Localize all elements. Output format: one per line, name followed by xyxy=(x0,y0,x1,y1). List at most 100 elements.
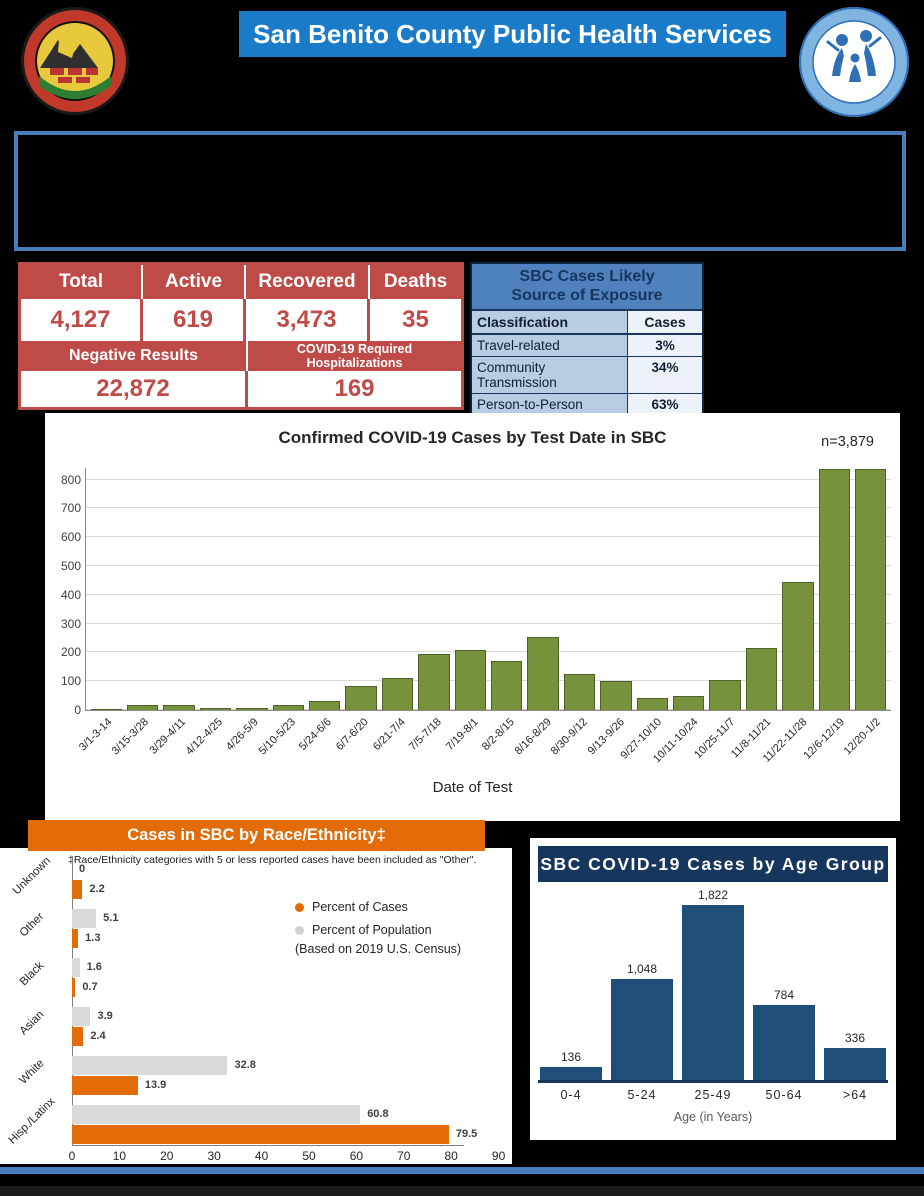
age-bar xyxy=(540,1066,602,1080)
race-x-tick-80: 80 xyxy=(444,1149,458,1163)
race-x-tick-30: 30 xyxy=(207,1149,221,1163)
test-date-chart: Confirmed COVID-19 Cases by Test Date in… xyxy=(45,413,900,821)
exposure-row-person: Person-to-Person 63% xyxy=(472,394,702,415)
age-category-labels: 0-4 5-24 25-49 50-64 >64 xyxy=(540,1088,886,1102)
summary-header-row-2: Negative Results COVID-19 Required Hospi… xyxy=(21,341,461,371)
race-x-tick-0: 0 xyxy=(68,1149,76,1163)
n-total-label: n=3,879 xyxy=(821,434,874,450)
x-axis-title: Date of Test xyxy=(432,779,513,796)
age-axis-title: Age (in Years) xyxy=(673,1110,753,1124)
test-date-chart-title: Confirmed COVID-19 Cases by Test Date in… xyxy=(278,428,667,447)
test-date-bar xyxy=(126,704,159,710)
ytick-100: 100 xyxy=(60,674,81,689)
cases-bar xyxy=(72,929,79,948)
total-value: 4,127 xyxy=(21,299,143,341)
phs-logo xyxy=(799,7,909,117)
race-x-tick-70: 70 xyxy=(397,1149,411,1163)
test-date-bar xyxy=(90,708,122,710)
travel-label: Travel-related xyxy=(472,335,628,356)
test-date-plot-area xyxy=(85,468,891,711)
race-x-tick-90: 90 xyxy=(491,1149,506,1163)
legend-cases-label: Percent of Cases xyxy=(312,900,408,914)
ytick-200: 200 xyxy=(60,645,81,660)
race-ethnicity-chart: Cases in SBC by Race/Ethnicity‡ ‡Race/Et… xyxy=(0,820,512,1164)
population-bar xyxy=(72,958,80,977)
test-date-bars xyxy=(86,468,891,710)
population-dot-icon xyxy=(295,925,304,935)
age-category-label: 25-49 xyxy=(694,1088,732,1102)
test-date-bar xyxy=(308,700,341,710)
summary-header-row: Total Active Recovered Deaths xyxy=(21,265,461,299)
test-date-bar xyxy=(163,704,195,710)
exposure-row-community: Community Transmission 34% xyxy=(472,357,702,394)
exposure-row-travel: Travel-related 3% xyxy=(472,335,702,357)
race-chart-title: Cases in SBC by Race/Ethnicity‡ xyxy=(28,820,485,851)
race-x-tick-50: 50 xyxy=(302,1149,316,1163)
cases-dot-icon xyxy=(295,902,304,912)
age-bar xyxy=(753,1004,815,1080)
gridline-500 xyxy=(86,564,891,566)
negative-results-header: Negative Results xyxy=(21,341,248,371)
gridline-200 xyxy=(86,651,891,653)
test-date-bar xyxy=(418,653,450,710)
cases-bar xyxy=(72,1076,138,1095)
test-date-bar xyxy=(527,636,559,710)
notice-box xyxy=(14,131,906,251)
classification-header: Classification xyxy=(472,311,628,333)
test-date-bar xyxy=(199,707,232,710)
age-category-label: 5-24 xyxy=(627,1088,657,1102)
ytick-300: 300 xyxy=(60,616,81,631)
summary-value-row-2: 22,872 169 xyxy=(21,371,461,407)
race-y-axis-line xyxy=(72,856,73,1146)
page-title: San Benito County Public Health Services xyxy=(239,11,786,57)
population-bar xyxy=(72,1007,91,1026)
population-bar xyxy=(72,909,97,928)
age-chart-title: SBC COVID-19 Cases by Age Group xyxy=(538,846,888,882)
age-bar xyxy=(611,979,673,1080)
deaths-value: 35 xyxy=(370,299,461,341)
test-date-bar xyxy=(709,680,741,710)
gridline-400 xyxy=(86,593,891,595)
person-value: 63% xyxy=(628,394,702,415)
cases-value: 1.3 xyxy=(85,932,101,944)
test-date-bar xyxy=(673,696,705,710)
test-date-bar xyxy=(381,677,414,710)
cases-value: 2.4 xyxy=(90,1030,106,1042)
race-chart-footnote: ‡Race/Ethnicity categories with 5 or les… xyxy=(68,854,477,866)
age-bar-value: 136 xyxy=(560,1049,582,1064)
gridline-800 xyxy=(86,478,891,480)
age-category-label: >64 xyxy=(842,1088,868,1102)
gridline-700 xyxy=(86,507,891,509)
age-bar-value: 784 xyxy=(773,987,795,1002)
exposure-title-line1: SBC Cases Likely xyxy=(519,268,655,285)
cases-value: 79.5 xyxy=(455,1128,478,1140)
age-category-label: 50-64 xyxy=(765,1088,803,1102)
x-axis-labels: 3/1-3-14 3/15-3/28 3/29-4/11 4/12-4/25 4/26-… xyxy=(77,712,890,774)
exposure-header-row: Classification Cases xyxy=(472,311,702,335)
race-x-tick-20: 20 xyxy=(160,1149,174,1163)
age-group-chart: SBC COVID-19 Cases by Age Group 136 1,048… xyxy=(530,838,896,1140)
age-bar xyxy=(682,905,744,1080)
cases-bar xyxy=(72,978,76,997)
cases-bar xyxy=(72,880,83,899)
population-value: 0 xyxy=(79,863,86,875)
test-date-bar xyxy=(563,674,596,710)
population-bar xyxy=(72,1105,361,1124)
age-bar-value: 1,048 xyxy=(626,962,658,977)
summary-value-row: 4,127 619 3,473 35 xyxy=(21,299,461,341)
race-x-tick-10: 10 xyxy=(112,1149,127,1163)
case-summary-table: Total Active Recovered Deaths 4,127 619 … xyxy=(18,262,464,410)
race-x-axis-line xyxy=(72,1145,464,1146)
test-date-bar xyxy=(345,685,377,710)
legend-population-label: Percent of Population xyxy=(312,923,432,937)
ytick-800: 800 xyxy=(60,472,81,487)
age-category-label: 0-4 xyxy=(560,1088,582,1102)
race-x-tick-60: 60 xyxy=(349,1149,364,1163)
ytick-500: 500 xyxy=(60,558,81,573)
cases-value: 0.7 xyxy=(82,981,98,993)
legend-census-note: (Based on 2019 U.S. Census) xyxy=(295,942,462,956)
exposure-table: SBC Cases Likely Source of Exposure Clas… xyxy=(470,262,704,417)
active-value: 619 xyxy=(143,299,246,341)
age-axis-line xyxy=(538,1080,888,1083)
cases-value: 2.2 xyxy=(89,883,105,895)
